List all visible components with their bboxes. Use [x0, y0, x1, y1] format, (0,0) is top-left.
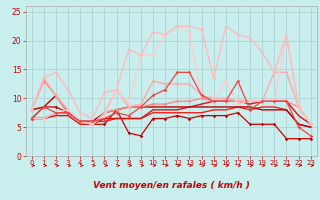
- Text: Vent moyen/en rafales ( km/h ): Vent moyen/en rafales ( km/h ): [93, 182, 250, 190]
